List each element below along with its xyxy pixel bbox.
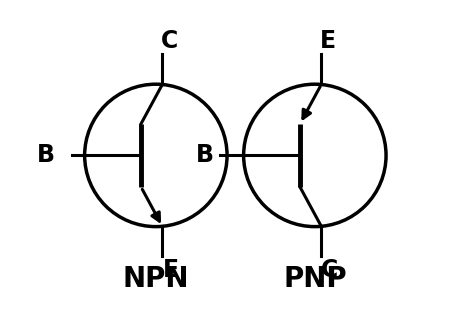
Text: C: C — [161, 29, 178, 53]
Text: C: C — [321, 258, 338, 282]
Text: PNP: PNP — [283, 265, 346, 293]
Text: E: E — [320, 29, 336, 53]
Text: B: B — [196, 143, 214, 167]
Text: NPN: NPN — [123, 265, 189, 293]
Text: E: E — [163, 258, 179, 282]
Text: B: B — [37, 143, 55, 167]
